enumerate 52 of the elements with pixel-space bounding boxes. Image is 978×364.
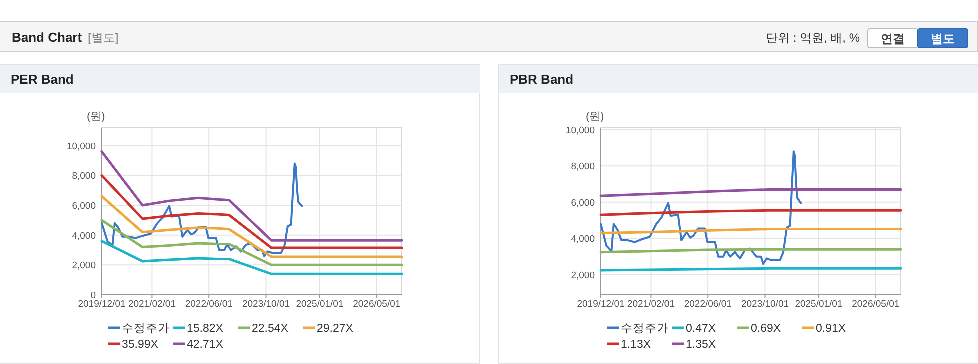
legend-label: 0.91X [816, 323, 846, 335]
chart-title: PBR Band [510, 72, 574, 87]
legend-label: 15.82X [187, 323, 224, 335]
y-axis-title: (원) [586, 111, 604, 123]
line-series [100, 195, 404, 258]
x-tick-label: 2022/06/01 [185, 299, 233, 310]
y-tick-label: 6,000 [72, 201, 96, 212]
line-series [100, 174, 404, 250]
x-tick-label: 2025/01/01 [795, 299, 843, 310]
x-tick-label: 2023/10/01 [741, 299, 790, 310]
x-tick-label: 2021/02/01 [627, 299, 675, 310]
x-tick-label: 2026/05/01 [353, 299, 401, 310]
text: 단위 : 억원, 배, % [766, 31, 860, 45]
toggle-button: 연결 [868, 28, 918, 48]
legend-label: 0.47X [686, 323, 716, 335]
line-series [100, 219, 404, 266]
x-tick-label: 2025/01/01 [296, 299, 344, 310]
y-axis-title: (원) [87, 111, 106, 123]
chart-title: PER Band [11, 72, 74, 87]
y-tick-label: 4,000 [72, 230, 96, 242]
y-tick-label: 8,000 [571, 162, 595, 173]
y-tick-label: 4,000 [571, 234, 595, 246]
text: [별도] [88, 31, 119, 45]
x-tick-label: 2019/12/01 [78, 299, 126, 310]
line-series [101, 162, 304, 258]
y-tick-label: 2,000 [72, 260, 96, 272]
legend-label: 35.99X [122, 339, 159, 351]
x-tick-label: 2019/12/01 [577, 299, 625, 310]
text: Band Chart [12, 30, 83, 45]
line-series [600, 188, 902, 198]
line-series [600, 150, 802, 266]
x-tick-label: 2023/10/01 [242, 299, 290, 310]
toggle-button: 별도 [918, 28, 968, 48]
legend-label: 0.69X [751, 323, 782, 335]
legend-label: 1.13X [621, 339, 652, 351]
x-tick-label: 2026/05/01 [852, 299, 900, 310]
y-tick-label: 6,000 [571, 198, 595, 209]
legend-label: 29.27X [317, 323, 354, 335]
legend-label: 22.54X [252, 323, 289, 335]
y-tick-label: 10,000 [566, 125, 595, 136]
legend-label: 수정주가 [122, 323, 170, 335]
y-tick-label: 8,000 [72, 171, 96, 182]
y-tick-label: 0 [90, 290, 96, 302]
y-tick-label: 10,000 [66, 141, 96, 152]
line-series [100, 240, 404, 276]
x-tick-label: 2021/02/01 [128, 299, 176, 310]
legend-label: 수정주가 [621, 323, 669, 335]
x-tick-label: 2022/06/01 [684, 299, 732, 310]
line-series [100, 150, 404, 242]
y-tick-label: 2,000 [571, 270, 595, 282]
legend-label: 1.35X [686, 339, 716, 351]
legend-label: 42.71X [187, 339, 224, 351]
